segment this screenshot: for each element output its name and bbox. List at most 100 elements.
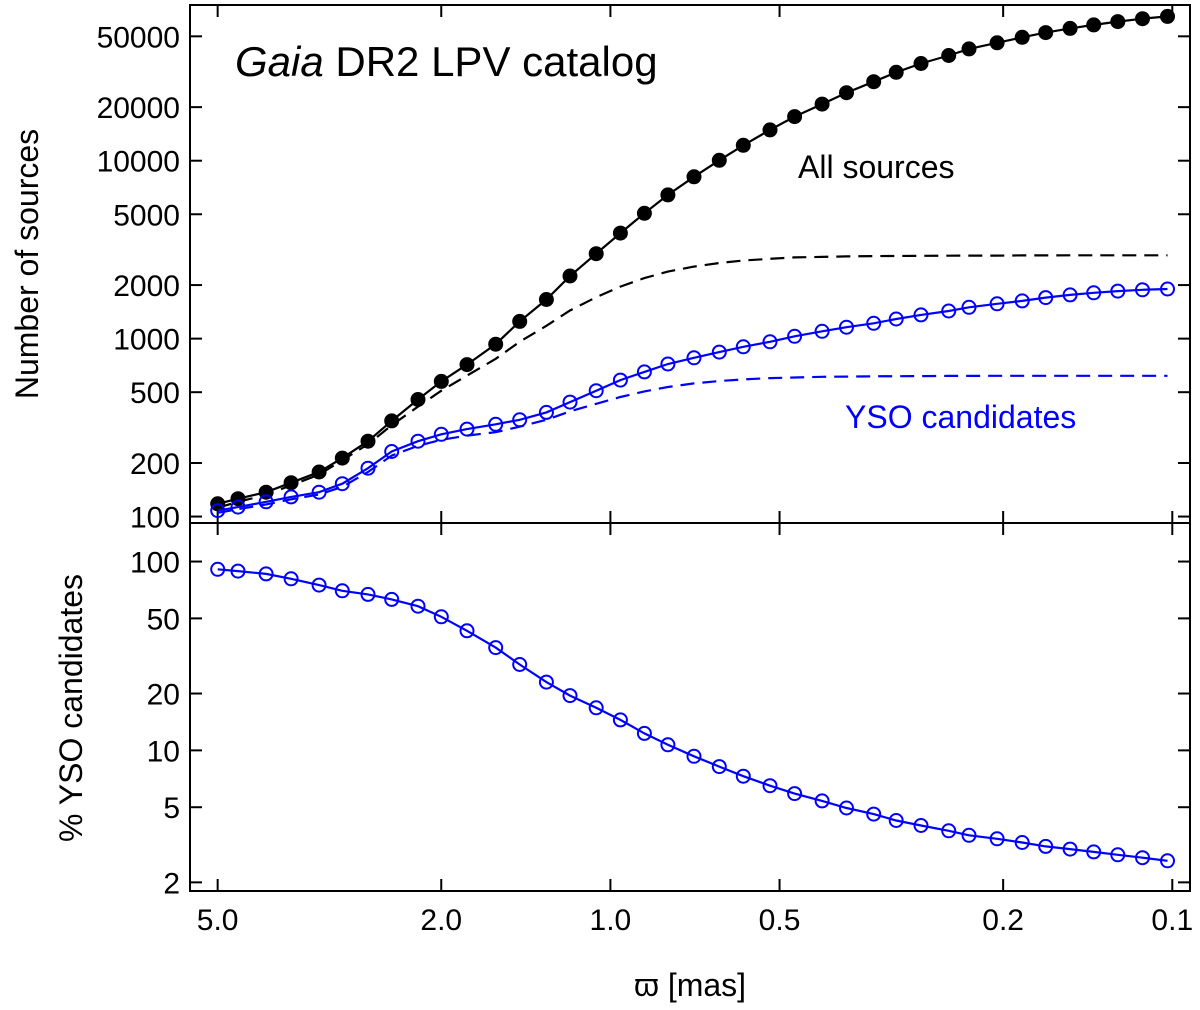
top-point-all-sources [888, 64, 904, 80]
bottom-y-tick-label: 50 [147, 603, 180, 636]
bottom-point-yso-candidates [384, 591, 400, 607]
top-point-all-sources [787, 109, 803, 125]
bottom-point-yso-candidates [888, 813, 904, 828]
top-point-all-sources [512, 313, 528, 329]
top-point-yso-candidates [433, 426, 449, 442]
x-tick-label: 0.5 [759, 904, 801, 937]
top-series-line-yso-candidates-dashed [217, 374, 1168, 514]
top-point-all-sources [735, 137, 751, 153]
top-panel-axes: 100 200 500 1000 2000 5000 10000 20000 50000 [97, 21, 1190, 535]
bottom-point-yso-candidates [562, 688, 578, 704]
chart-title-italic: Gaia [235, 38, 324, 85]
top-point-all-sources [433, 373, 449, 389]
bottom-point-yso-candidates [913, 818, 929, 833]
bottom-point-yso-candidates [1014, 835, 1030, 850]
top-point-all-sources [1135, 11, 1150, 27]
top-point-all-sources [538, 292, 554, 307]
bottom-point-yso-candidates [787, 786, 803, 802]
top-point-all-sources [866, 74, 882, 90]
top-point-all-sources [360, 433, 376, 449]
top-point-yso-candidates [538, 404, 554, 420]
top-point-yso-candidates [311, 484, 327, 500]
bottom-panel-frame [189, 522, 1191, 892]
bottom-point-yso-candidates [230, 563, 246, 579]
bottom-point-yso-candidates [711, 759, 727, 775]
top-point-yso-candidates [636, 364, 652, 380]
top-y-tick-label: 50000 [97, 21, 180, 54]
bottom-y-tick-label: 2 [163, 867, 180, 900]
bottom-point-yso-candidates [1110, 847, 1126, 863]
top-point-yso-candidates [1160, 281, 1175, 297]
bottom-point-yso-candidates [961, 827, 977, 843]
top-point-yso-candidates [562, 394, 578, 410]
top-point-yso-candidates [660, 356, 676, 372]
bottom-panel-axes: 2 5 10 20 50 100 [130, 547, 1190, 900]
chart-title: Gaia DR2 LPV catalog [235, 38, 658, 85]
top-point-yso-candidates [1086, 285, 1102, 301]
bottom-point-yso-candidates [283, 571, 299, 587]
top-point-yso-candidates [735, 339, 751, 355]
bottom-point-yso-candidates [538, 674, 554, 690]
bottom-point-yso-candidates [512, 657, 528, 672]
top-point-all-sources [334, 450, 350, 466]
top-point-yso-candidates [1062, 287, 1078, 303]
bottom-point-yso-candidates [1062, 841, 1078, 857]
top-y-tick-label: 1000 [113, 324, 180, 357]
bottom-series-line-yso-candidates [217, 568, 1168, 862]
top-point-yso-candidates [283, 489, 299, 505]
bottom-point-yso-candidates [1160, 853, 1175, 869]
top-point-yso-candidates [839, 319, 854, 335]
top-point-all-sources [459, 357, 475, 373]
bottom-point-yso-candidates [210, 561, 226, 577]
bottom-point-yso-candidates [612, 712, 628, 728]
top-point-yso-candidates [1038, 290, 1054, 306]
top-point-all-sources [989, 35, 1005, 51]
bottom-point-yso-candidates [1135, 850, 1150, 866]
top-point-yso-candidates [384, 444, 400, 459]
top-point-all-sources [1062, 20, 1078, 36]
bottom-point-yso-candidates [686, 748, 702, 764]
bottom-point-yso-candidates [866, 806, 882, 822]
top-point-yso-candidates [1135, 282, 1150, 298]
top-point-all-sources [686, 169, 702, 185]
top-y-axis-title: Number of sources [9, 129, 45, 399]
series-label-all-sources: All sources [798, 149, 955, 185]
x-tick-label: 5.0 [197, 904, 239, 937]
x-tick-label: 1.0 [590, 904, 632, 937]
top-point-all-sources [588, 246, 604, 262]
top-point-yso-candidates [1014, 293, 1030, 309]
top-y-tick-label: 500 [130, 377, 180, 410]
top-y-tick-label: 100 [130, 502, 180, 535]
top-point-yso-candidates [410, 433, 426, 449]
top-point-all-sources [562, 268, 578, 284]
top-point-yso-candidates [762, 334, 778, 350]
top-point-all-sources [711, 152, 727, 168]
bottom-point-yso-candidates [360, 586, 376, 602]
top-point-all-sources [839, 85, 854, 101]
bottom-y-tick-label: 20 [147, 679, 180, 712]
bottom-point-yso-candidates [735, 768, 751, 784]
bottom-y-tick-label: 5 [163, 792, 180, 825]
top-y-tick-label: 5000 [113, 199, 180, 232]
top-point-all-sources [612, 225, 628, 241]
top-point-all-sources [488, 336, 504, 352]
top-point-all-sources [1160, 8, 1175, 24]
top-point-yso-candidates [888, 311, 904, 327]
top-point-yso-candidates [913, 307, 929, 323]
bottom-point-yso-candidates [588, 700, 604, 716]
bottom-point-yso-candidates [762, 778, 778, 794]
top-point-yso-candidates [258, 494, 274, 510]
top-point-all-sources [1110, 14, 1126, 30]
top-point-all-sources [941, 48, 957, 63]
top-point-yso-candidates [866, 315, 882, 331]
bottom-point-yso-candidates [488, 640, 504, 656]
top-point-yso-candidates [941, 303, 957, 319]
chart-title-rest: DR2 LPV catalog [324, 38, 658, 85]
top-point-all-sources [913, 56, 929, 71]
top-point-yso-candidates [787, 328, 803, 344]
bottom-panel-series [210, 561, 1175, 869]
bottom-y-tick-label: 10 [147, 735, 180, 768]
bottom-point-yso-candidates [1038, 838, 1054, 854]
top-point-all-sources [1086, 17, 1102, 33]
